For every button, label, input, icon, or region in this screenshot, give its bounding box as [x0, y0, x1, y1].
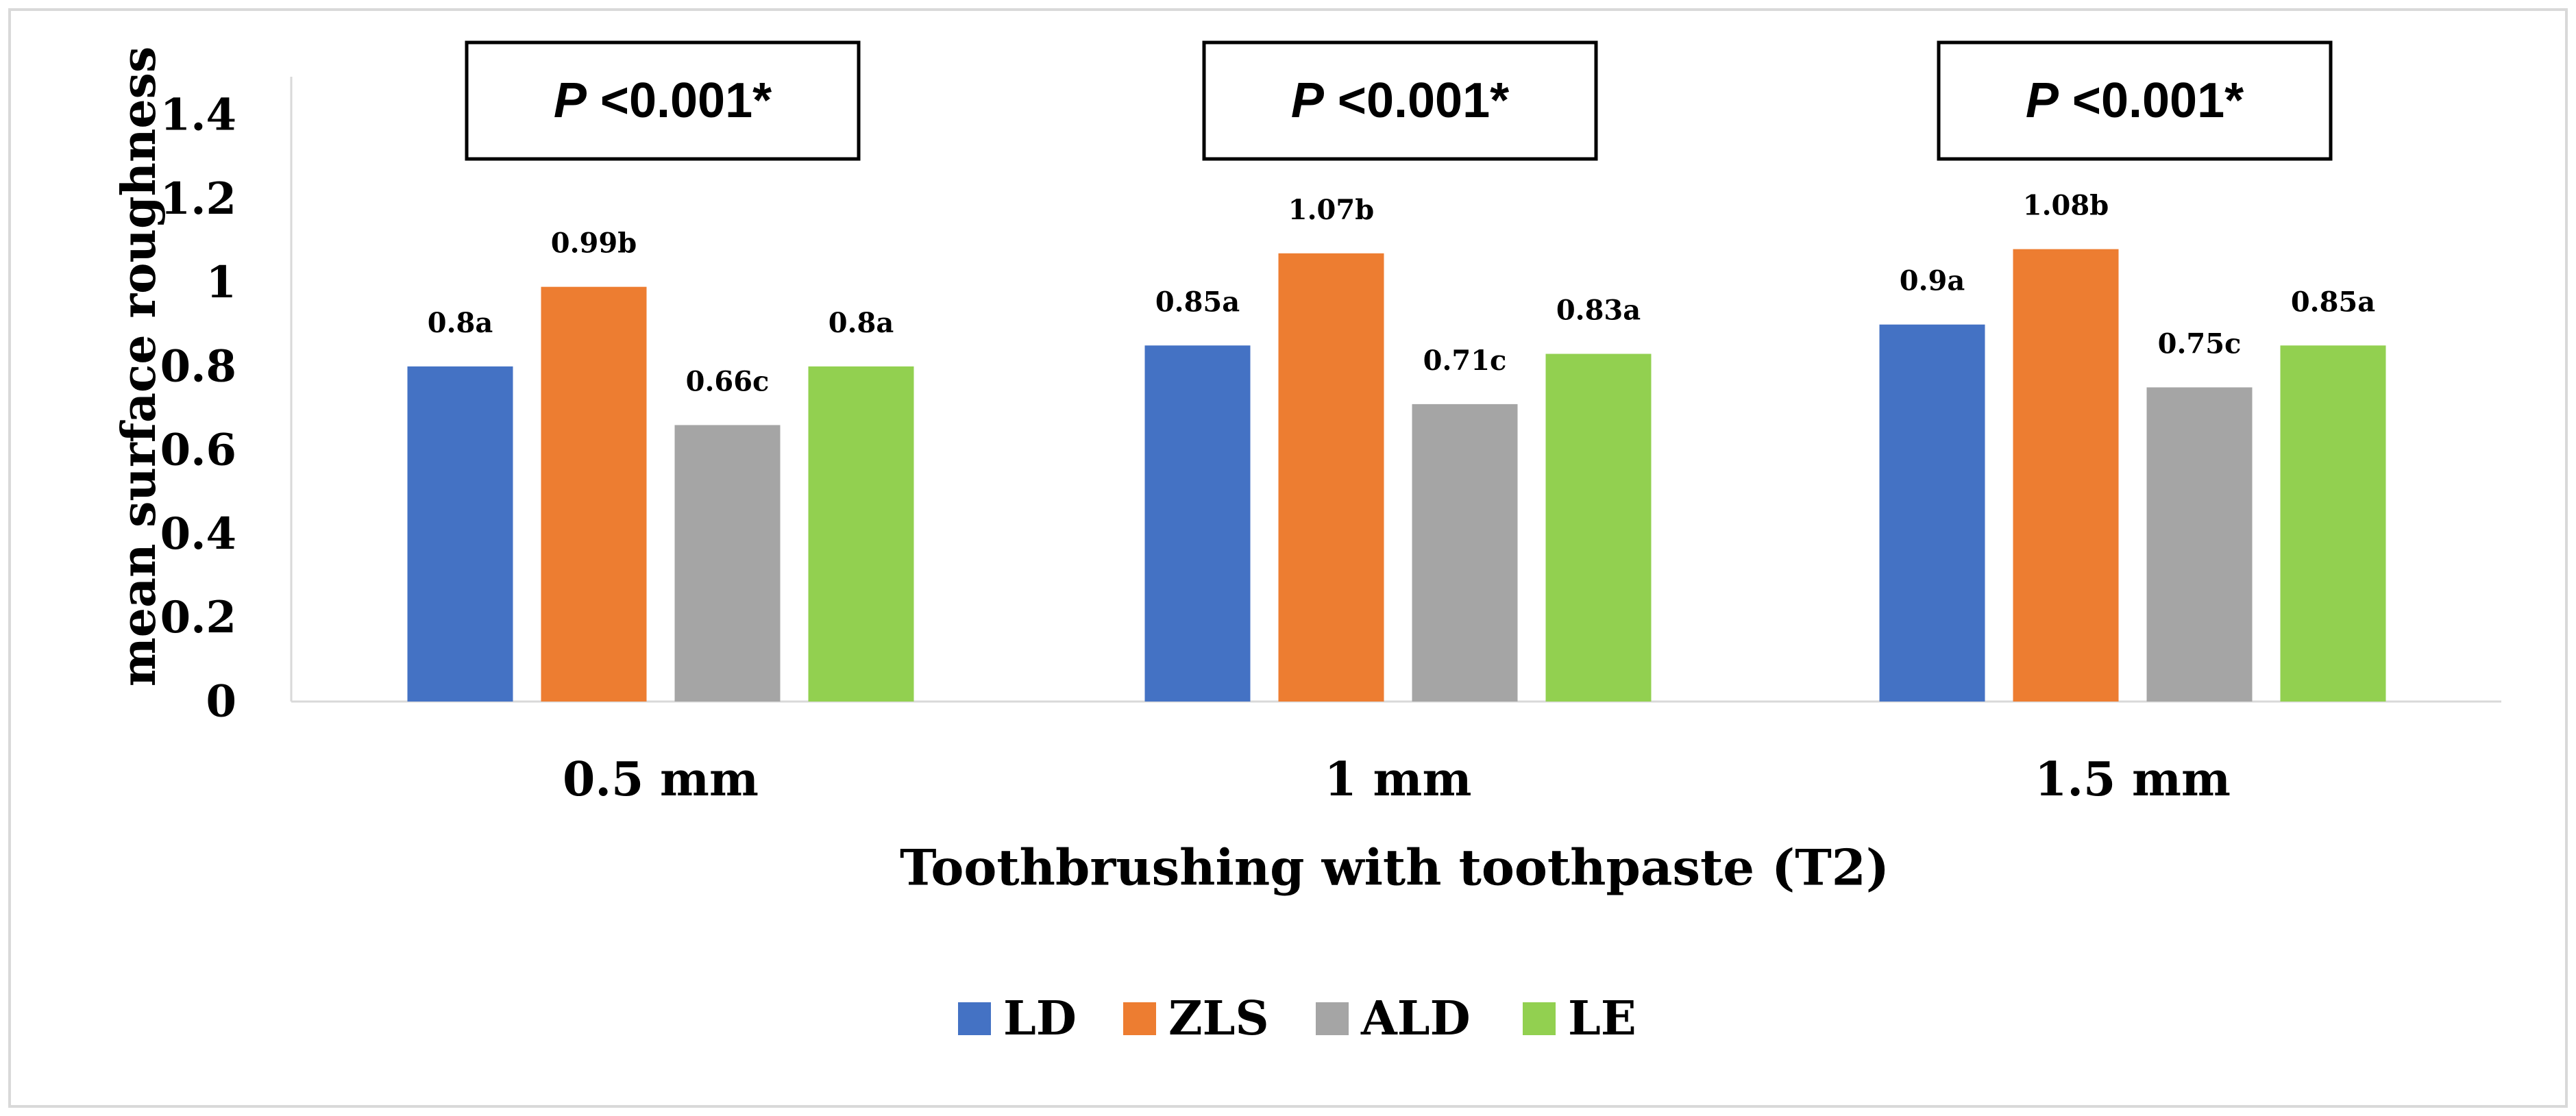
y-tick-label: 1	[206, 257, 236, 308]
bar-ald-1	[674, 425, 781, 702]
data-label: 0.8a	[829, 307, 894, 339]
p-value-text: <0.001*	[587, 73, 772, 128]
bar-zls-3	[2013, 249, 2119, 702]
data-label: 1.07b	[1288, 194, 1374, 226]
data-label: 0.85a	[1155, 286, 1240, 318]
bar-zls-2	[1278, 253, 1384, 702]
legend-label-ald: ALD	[1360, 991, 1471, 1046]
legend-label-zls: ZLS	[1168, 991, 1269, 1046]
y-tick-label: 0.8	[160, 340, 236, 392]
bar-zls-1	[541, 286, 647, 702]
p-symbol: P	[554, 73, 587, 128]
data-label: 0.66c	[686, 365, 770, 397]
bar-le-1	[808, 366, 914, 702]
data-label: 0.99b	[551, 227, 637, 260]
x-tick-label: 0.5 mm	[563, 752, 759, 807]
bar-ld-1	[407, 366, 513, 702]
bar-ld-3	[1879, 324, 1985, 702]
p-value-box	[1202, 40, 1598, 161]
p-value-text: <0.001*	[2059, 73, 2244, 128]
x-tick-label: 1.5 mm	[2035, 752, 2231, 807]
p-value-text: <0.001*	[1324, 73, 1509, 128]
data-label: 0.8a	[428, 307, 493, 339]
bar-ld-2	[1144, 345, 1251, 702]
y-tick-label: 1.4	[160, 90, 236, 141]
p-value-annotation: P <0.001*	[2026, 73, 2244, 128]
bar-ald-2	[1412, 404, 1518, 702]
y-axis-label: mean surface roughness	[112, 47, 167, 686]
legend-swatch-le	[1523, 1002, 1556, 1035]
data-label: 0.85a	[2291, 286, 2375, 318]
legend-swatch-ld	[958, 1002, 991, 1035]
y-tick-label: 0.2	[160, 592, 236, 643]
bar-ald-3	[2146, 387, 2253, 702]
p-value-box	[465, 40, 861, 161]
y-tick-label: 1.2	[160, 173, 236, 225]
data-label: 0.71c	[1423, 345, 1507, 377]
y-tick-label: 0.4	[160, 508, 236, 560]
p-value-annotation: P <0.001*	[1291, 73, 1509, 128]
p-value-box	[1937, 40, 2333, 161]
p-symbol: P	[2026, 73, 2059, 128]
y-tick-label: 0.6	[160, 425, 236, 476]
legend-label-ld: LD	[1003, 991, 1077, 1046]
data-label: 0.83a	[1556, 295, 1641, 327]
x-axis-label: Toothbrushing with toothpaste (T2)	[900, 839, 1889, 897]
x-tick-label: 1 mm	[1325, 752, 1472, 807]
data-label: 1.08b	[2023, 190, 2109, 222]
y-tick-label: 0	[206, 676, 236, 728]
data-label: 0.9a	[1900, 265, 1965, 297]
data-label: 0.75c	[2158, 327, 2242, 360]
legend-label-le: LE	[1568, 991, 1636, 1046]
bar-le-2	[1545, 354, 1652, 702]
legend-swatch-zls	[1123, 1002, 1156, 1035]
bar-le-3	[2280, 345, 2386, 702]
legend-swatch-ald	[1316, 1002, 1349, 1035]
p-value-annotation: P <0.001*	[554, 73, 772, 128]
p-symbol: P	[1291, 73, 1325, 128]
